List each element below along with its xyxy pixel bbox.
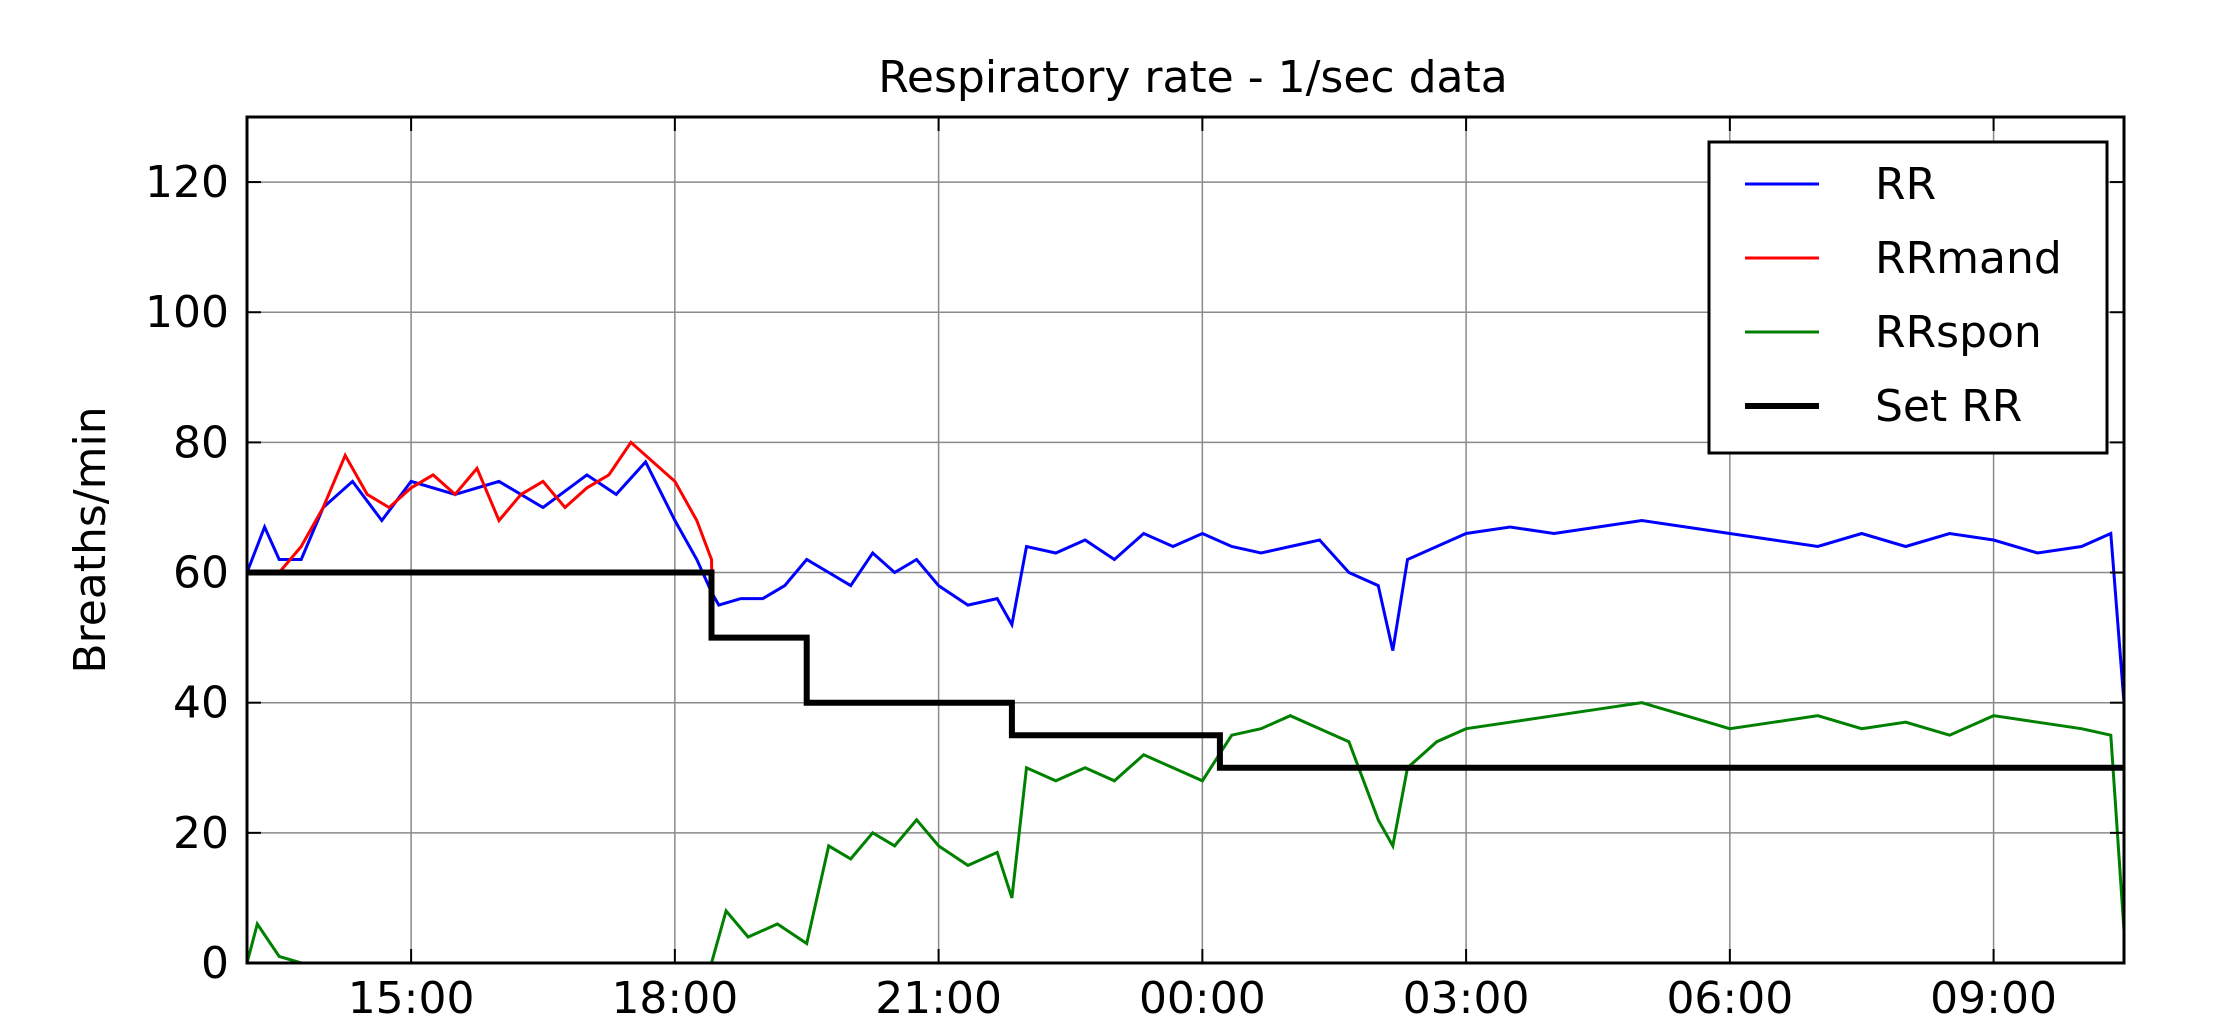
x-tick-label: 00:00	[1139, 973, 1266, 1020]
plot-area-frame	[245, 115, 2126, 965]
y-tick-label: 20	[173, 808, 229, 859]
x-tick-label: 21:00	[875, 973, 1002, 1020]
y-tick-label: 60	[173, 548, 229, 599]
legend-label-rr: RR	[1875, 159, 1936, 210]
legend-box	[1707, 140, 2109, 455]
y-tick-label: 120	[145, 157, 229, 208]
y-tick-label: 100	[145, 287, 229, 338]
x-tick-label: 06:00	[1666, 973, 1793, 1020]
series-line-set-rr	[247, 569, 2124, 771]
legend-label-rrspon: RRspon	[1875, 307, 2042, 358]
legend-label-set-rr: Set RR	[1875, 381, 2022, 432]
chart-title: Respiratory rate - 1/sec data	[878, 52, 1507, 103]
series-line-rrmand	[247, 440, 2124, 770]
x-tick-label: 18:00	[611, 973, 738, 1020]
x-tick-label: 03:00	[1403, 973, 1530, 1020]
x-tick-label: 15:00	[348, 973, 475, 1020]
series-layer	[245, 440, 2126, 965]
y-tick-label: 80	[173, 417, 229, 468]
y-tick-label: 40	[173, 678, 229, 729]
series-line-rrspon	[245, 701, 2126, 965]
axis-ticks: 0 20 40 60 80 100 120 15:00 18:00 21:00 00:00 03:00…	[145, 117, 2124, 1020]
y-axis-label: Breaths/min	[65, 406, 116, 673]
legend-label-rrmand: RRmand	[1875, 233, 2062, 284]
y-tick-label: 0	[201, 938, 229, 989]
x-tick-label: 09:00	[1930, 973, 2057, 1020]
legend: RR RRmand RRspon Set RR	[1707, 140, 2109, 455]
series-line-rr	[245, 459, 2126, 703]
